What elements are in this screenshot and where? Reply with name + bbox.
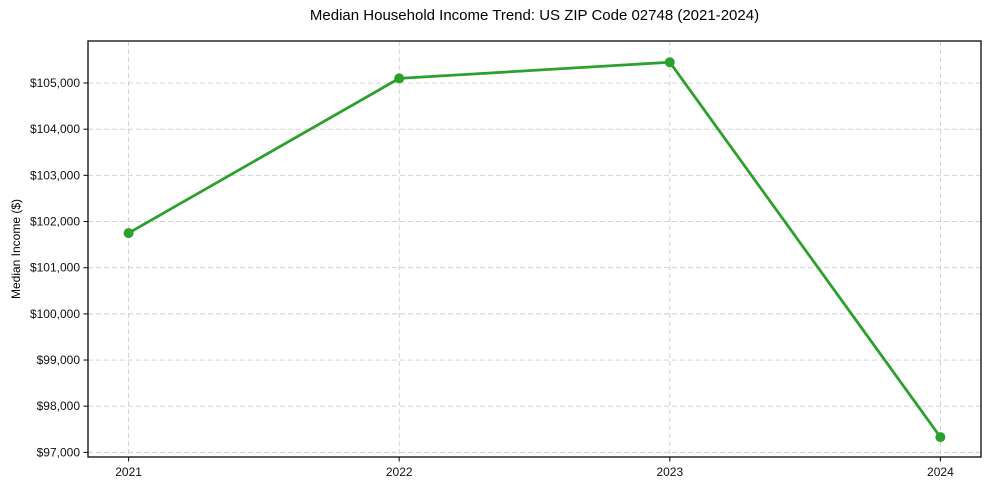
y-tick-label: $97,000 xyxy=(37,445,81,459)
x-tick-label: 2022 xyxy=(386,465,413,479)
y-tick-label: $100,000 xyxy=(30,307,80,321)
x-tick-label: 2023 xyxy=(656,465,683,479)
data-point xyxy=(123,228,134,239)
chart-title: Median Household Income Trend: US ZIP Co… xyxy=(309,7,760,24)
y-tick-label: $102,000 xyxy=(30,215,80,229)
x-tick-label: 2024 xyxy=(927,465,954,479)
x-tick-label: 2021 xyxy=(115,465,142,479)
y-tick-label: $101,000 xyxy=(30,261,80,275)
y-tick-label: $105,000 xyxy=(30,76,80,90)
y-tick-label: $98,000 xyxy=(37,399,81,413)
data-point xyxy=(664,57,675,68)
data-point xyxy=(935,432,946,443)
data-line xyxy=(127,60,942,439)
plot-border xyxy=(87,40,982,458)
y-tick-label: $103,000 xyxy=(30,168,80,182)
y-tick-label: $99,000 xyxy=(37,353,81,367)
data-point xyxy=(394,73,405,84)
y-tick-label: $104,000 xyxy=(30,122,80,136)
